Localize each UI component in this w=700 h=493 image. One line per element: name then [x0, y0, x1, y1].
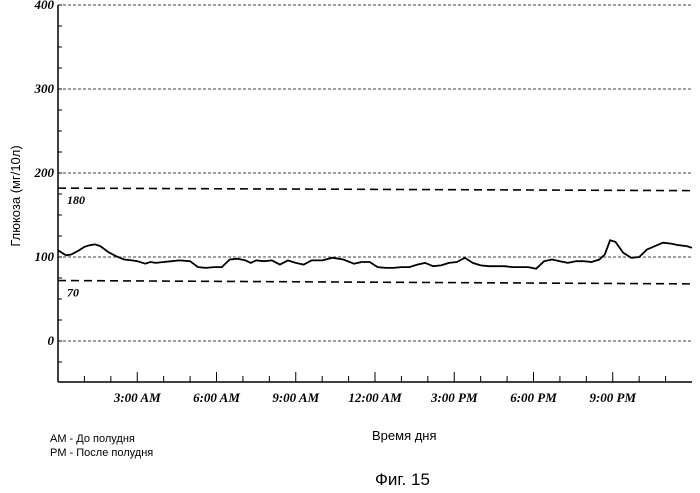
glucose-series-line — [58, 240, 692, 269]
x-tick-label: 6:00 PM — [510, 390, 557, 405]
x-axis-label: Время дня — [372, 428, 437, 443]
y-axis-label: Глюкоза (мг/10л) — [8, 145, 23, 246]
reference-lines — [58, 188, 692, 284]
legend: AM - До полудня PM - После полудня — [50, 432, 153, 460]
legend-item-am: AM - До полудня — [50, 432, 153, 446]
grid-lines — [58, 5, 692, 341]
x-tick-label: 6:00 AM — [193, 390, 240, 405]
series — [58, 240, 692, 269]
y-tick-label: 300 — [34, 81, 55, 96]
y-tick-label: 200 — [34, 165, 55, 180]
y-tick-label: 100 — [35, 249, 55, 264]
reference-label: 180 — [67, 193, 85, 207]
axes — [58, 5, 692, 382]
reference-line — [58, 188, 692, 191]
figure-caption: Фиг. 15 — [375, 470, 430, 490]
x-tick-label: 9:00 PM — [589, 390, 636, 405]
x-tick-label: 3:00 AM — [113, 390, 161, 405]
y-tick-label: 400 — [34, 0, 55, 12]
legend-item-pm: PM - После полудня — [50, 446, 153, 460]
y-tick-label: 0 — [48, 333, 55, 348]
reference-label: 70 — [67, 286, 79, 300]
x-tick-label: 9:00 AM — [272, 390, 319, 405]
tick-labels: 0 100 200 300 400 180 70 3:00 AM 6:00 AM 9:00 AM 1… — [34, 0, 637, 405]
reference-line — [58, 281, 692, 284]
x-tick-label: 3:00 PM — [430, 390, 478, 405]
x-tick-label: 12:00 AM — [348, 390, 402, 405]
